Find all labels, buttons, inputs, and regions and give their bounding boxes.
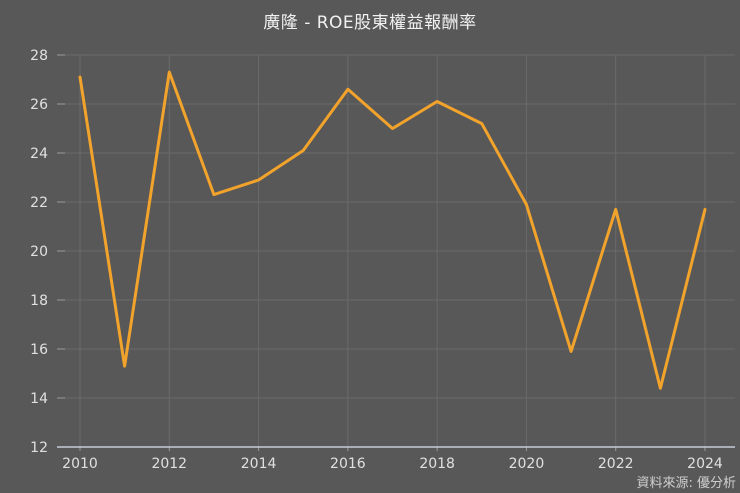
x-tick-label: 2014 xyxy=(241,456,277,472)
x-gridlines xyxy=(79,55,706,447)
y-tick-label: 20 xyxy=(30,244,48,260)
y-axis-labels: 12 14 16 18 20 22 24 26 28 xyxy=(30,48,48,456)
y-gridlines xyxy=(57,54,735,399)
y-tick-label: 18 xyxy=(30,293,48,309)
x-tick-label: 2018 xyxy=(419,456,455,472)
x-tick-label: 2010 xyxy=(62,456,98,472)
y-tick-label: 14 xyxy=(30,391,48,407)
chart-title: 廣隆 - ROE股東權益報酬率 xyxy=(263,13,477,33)
y-tick-label: 22 xyxy=(30,195,48,211)
x-axis-labels: 2010 2012 2014 2016 2018 2020 2022 2024 xyxy=(62,456,723,472)
y-tick-label: 12 xyxy=(30,440,48,456)
y-axis-ticks xyxy=(57,54,65,448)
x-tick-label: 2020 xyxy=(509,456,545,472)
data-source-credit: 資料來源: 優分析 xyxy=(636,476,736,491)
y-tick-label: 16 xyxy=(30,342,48,358)
roe-series-line xyxy=(78,70,707,390)
x-tick-label: 2012 xyxy=(151,456,187,472)
y-tick-label: 24 xyxy=(30,146,48,162)
x-tick-label: 2016 xyxy=(330,456,366,472)
x-tick-label: 2022 xyxy=(598,456,634,472)
y-tick-label: 28 xyxy=(30,48,48,64)
y-tick-label: 26 xyxy=(30,97,48,113)
x-tick-label: 2024 xyxy=(687,456,723,472)
